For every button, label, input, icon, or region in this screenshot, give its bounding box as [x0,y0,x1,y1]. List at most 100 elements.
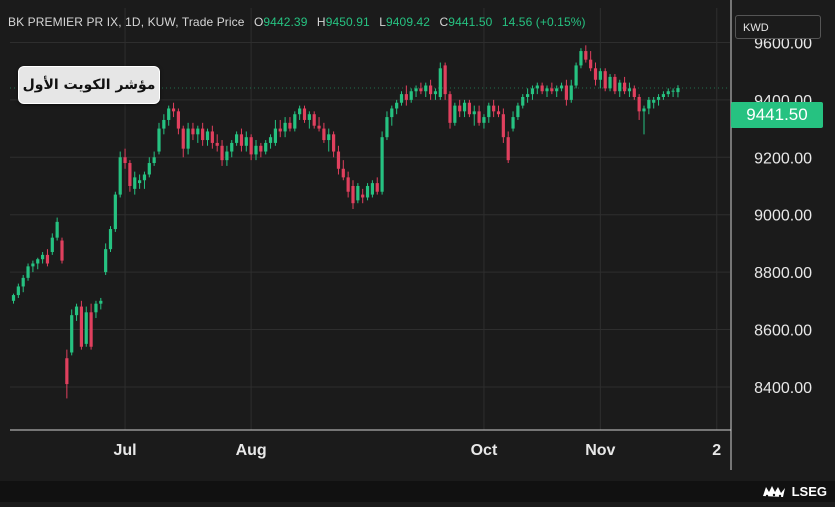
candle [215,134,219,152]
candle-body [230,142,234,152]
candle [472,105,476,126]
candle-body [647,99,651,109]
candle-body [419,88,423,92]
y-tick-label: 9000.00 [754,208,812,225]
candle-body [579,51,583,66]
candle-body [433,91,438,95]
candle-body [530,88,535,95]
candle-body [409,91,413,100]
candle-body [307,114,311,120]
x-tick-label: Nov [585,442,615,459]
candle [220,140,224,166]
candle [627,82,632,97]
candle [429,79,433,100]
candle [21,274,25,293]
candle-body [361,194,365,198]
candle-body [239,134,244,146]
candle-body [118,157,122,195]
candle [458,99,462,118]
low-label: L [379,15,386,29]
candle [16,283,20,298]
candle-body [521,96,525,106]
candle-body [637,96,641,112]
candle [569,79,573,103]
candle-body [424,85,428,92]
candle-body [138,180,142,184]
candle-body [215,142,219,146]
candle [239,128,244,152]
y-tick-label: 9200.00 [754,150,812,167]
candle-body [235,134,239,143]
candle [142,171,147,189]
candle [332,131,336,158]
candle-body [298,108,302,115]
candle [511,111,515,132]
candle-body [642,108,646,112]
candle-body [94,303,98,313]
candle [118,151,122,198]
candle [259,142,263,158]
candle [559,82,564,92]
candle-body [201,128,205,141]
last-price-tag: 9441.50 [731,102,823,128]
candle-body [584,51,588,60]
candle [574,62,578,89]
candle-body [477,111,481,123]
candle-body [496,111,501,115]
candle-body [147,163,151,175]
candle-body [608,76,612,89]
open-value: 9442.39 [263,15,308,29]
candle-body [443,65,447,95]
candle-body [322,128,326,141]
candle-body [370,183,374,195]
candle [642,105,646,135]
candle [312,111,316,129]
candle-body [162,119,166,129]
candle [60,237,64,264]
candle-body [317,125,321,129]
candle-body [448,94,452,123]
candle [322,122,326,143]
candle [545,85,549,97]
candle [380,131,384,195]
candle-body [341,168,345,178]
candle-body [210,131,214,143]
close-value: 9441.50 [448,15,493,29]
candle-body [526,94,530,97]
high-value: 9450.91 [325,15,370,29]
candle [492,99,496,118]
candle [496,105,501,118]
candle [506,131,510,164]
candle [196,125,200,143]
candle [55,217,59,241]
candle [433,88,438,100]
candle-body [89,312,93,347]
candle [11,293,16,304]
candle-body [429,85,433,95]
high-label: H [316,15,326,29]
y-tick-label: 8600.00 [754,323,812,340]
candle [676,85,680,98]
candle-body [79,306,83,347]
candle-body [618,82,622,92]
candle [365,183,370,201]
candle-body [142,174,147,181]
candle [652,96,656,109]
candle-body [332,134,336,152]
candle [521,94,525,109]
candle [351,180,355,209]
candle-body [41,254,45,260]
candle-body [302,108,307,120]
candle [273,119,277,146]
candle-body [268,137,273,143]
candle [171,102,176,118]
candle-body [205,131,210,141]
candle [244,131,248,152]
currency-button[interactable]: KWD [735,15,821,39]
candle [157,122,161,155]
candle-body [399,94,404,103]
candle-body [26,266,30,278]
candle [84,306,88,347]
y-tick-label: 9600.00 [754,35,812,52]
brand-logo: LSEG [761,483,827,500]
